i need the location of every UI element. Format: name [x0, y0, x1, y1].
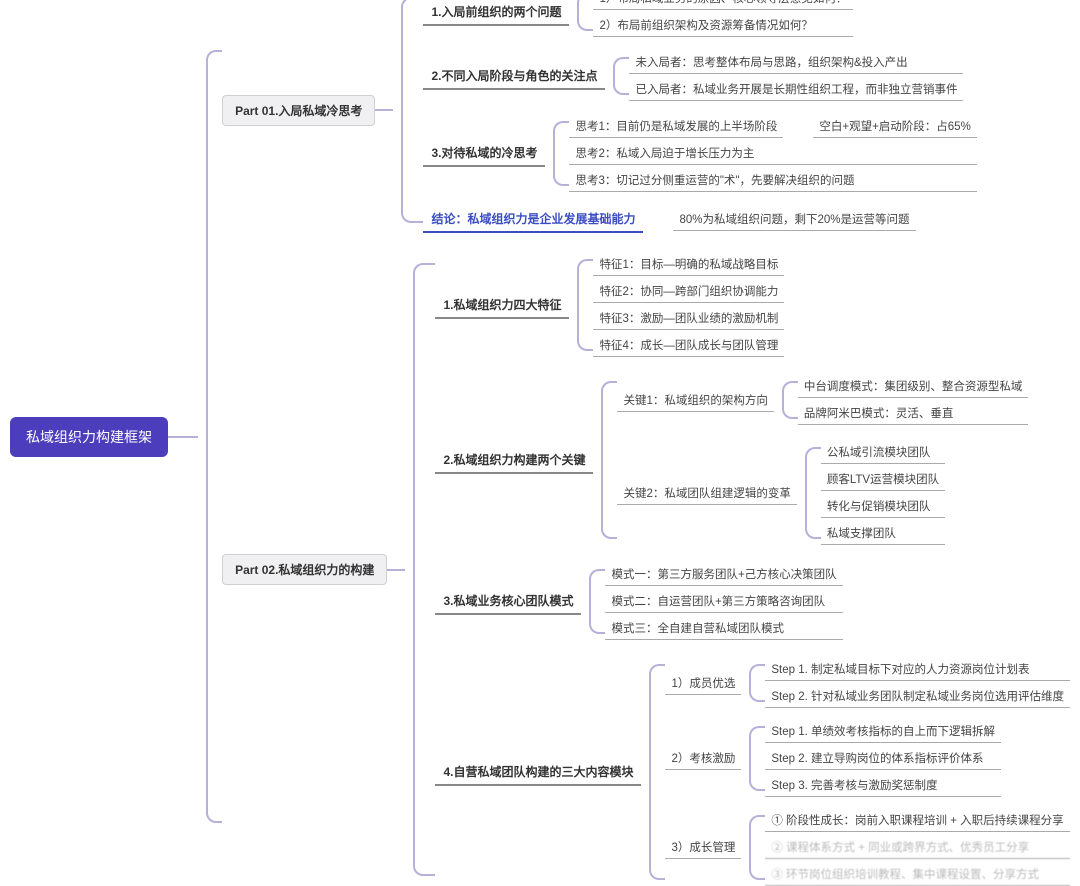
leaf: 特征1：目标—明确的私域战略目标	[593, 253, 784, 276]
leaf: ③ 环节岗位组织培训教程、集中课程设置、分享方式	[765, 863, 1069, 886]
p2s4m2-leaves: Step 1. 单绩效考核指标的自上而下逻辑拆解 Step 2. 建立导购岗位的…	[765, 720, 1001, 797]
p1s4-title: 结论：私域组织力是企业发展基础能力	[423, 206, 643, 233]
p1s2-title: 2.不同入局阶段与角色的关注点	[423, 63, 605, 90]
leaf: 特征4：成长—团队成长与团队管理	[593, 334, 784, 357]
leaf: Step 2. 针对私域业务团队制定私域业务岗位选用评估维度	[765, 685, 1070, 708]
leaf: 模式三：全自建自营私域团队模式	[605, 617, 842, 640]
parts-column: Part 01.入局私域冷思考 1.入局前组织的两个问题 1）布局私域业务的原因…	[222, 0, 1070, 886]
p1s3-title: 3.对待私域的冷思考	[423, 140, 545, 167]
p1s2-leaves: 未入局者：思考整体布局与思路，组织架构&投入产出 已入局者：私域业务开展是长期性…	[629, 51, 963, 101]
p2s1-row: 1.私域组织力四大特征 特征1：目标—明确的私域战略目标 特征2：协同—跨部门组…	[435, 253, 1070, 357]
p1-bracket	[401, 0, 423, 223]
p2s4-title: 4.自营私域团队构建的三大内容模块	[435, 759, 641, 786]
p2-sections: 1.私域组织力四大特征 特征1：目标—明确的私域战略目标 特征2：协同—跨部门组…	[435, 253, 1070, 886]
leaf: 思考3：切记过分侧重运营的"术"，先要解决组织的问题	[569, 169, 976, 192]
p1s3-row: 3.对待私域的冷思考 思考1：目前仍是私域发展的上半场阶段 空白+观望+启动阶段…	[423, 115, 976, 192]
part2-title: Part 02.私域组织力的构建	[222, 554, 387, 585]
p2s2-keys: 关键1：私域组织的架构方向 中台调度模式：集团级别、整合资源型私域 品牌阿米巴模…	[617, 375, 1028, 545]
p2s4-row: 4.自营私域团队构建的三大内容模块 1）成员优选 Step 1. 制定私域目标下…	[435, 658, 1070, 886]
leaf: 2）布局前组织架构及资源筹备情况如何？	[593, 14, 853, 37]
p2s4m2-row: 2）考核激励 Step 1. 单绩效考核指标的自上而下逻辑拆解 Step 2. …	[665, 720, 1070, 797]
root-connector	[168, 436, 198, 438]
part1-title: Part 01.入局私域冷思考	[222, 95, 375, 126]
leaf: 私域支撑团队	[821, 522, 945, 545]
leaf: Step 2. 建立导购岗位的体系指标评价体系	[765, 747, 1001, 770]
p2s2k2-leaves: 公私域引流模块团队 顾客LTV运营模块团队 转化与促销模块团队 私域支撑团队	[821, 441, 945, 545]
leaf: 已入局者：私域业务开展是长期性组织工程，而非独立营销事件	[629, 78, 963, 101]
leaf: 品牌阿米巴模式：灵活、垂直	[798, 402, 1029, 425]
p1s3-br	[553, 121, 569, 186]
root-node: 私域组织力构建框架	[10, 417, 168, 457]
p2s4m3-title: 3）成长管理	[665, 836, 741, 859]
leaf: 思考2：私域入局迫于增长压力为主	[569, 142, 976, 165]
leaf: 中台调度模式：集团级别、整合资源型私域	[798, 375, 1029, 398]
part2-row: Part 02.私域组织力的构建 1.私域组织力四大特征 特征1：目标—明确的私…	[222, 253, 1070, 886]
p2s2-title: 2.私域组织力构建两个关键	[435, 447, 593, 474]
leaf: 模式一：第三方服务团队+己方核心决策团队	[605, 563, 842, 586]
p2s3-br	[589, 569, 605, 634]
p2s4m3-row: 3）成长管理 ① 阶段性成长：岗前入职课程培训 + 入职后持续课程分享 ② 课程…	[665, 809, 1070, 886]
p2s1-br	[577, 259, 593, 351]
leaf: 特征3：激励—团队业绩的激励机制	[593, 307, 784, 330]
p2s4m1-leaves: Step 1. 制定私域目标下对应的人力资源岗位计划表 Step 2. 针对私域…	[765, 658, 1070, 708]
p2s2-br	[601, 381, 617, 539]
p2s4m2-br	[749, 726, 765, 791]
p2s4m2-title: 2）考核激励	[665, 747, 741, 770]
leaf: 思考1：目前仍是私域发展的上半场阶段	[569, 115, 783, 138]
p2s3-row: 3.私域业务核心团队模式 模式一：第三方服务团队+己方核心决策团队 模式二：自运…	[435, 563, 1070, 640]
p1s1-br	[577, 0, 593, 31]
leaf: ② 课程体系方式 + 同业或跨界方式、优秀员工分享	[765, 836, 1069, 859]
p1s3-leaves: 思考1：目前仍是私域发展的上半场阶段 空白+观望+启动阶段：占65% 思考2：私…	[569, 115, 976, 192]
leaf: Step 3. 完善考核与激励奖惩制度	[765, 774, 1001, 797]
root-bracket	[206, 50, 222, 823]
p2s4m1-title: 1）成员优选	[665, 672, 741, 695]
p2s2k2-title: 关键2：私域团队组建逻辑的变革	[617, 482, 796, 505]
leaf: 空白+观望+启动阶段：占65%	[813, 115, 976, 138]
leaf: 模式二：自运营团队+第三方策略咨询团队	[605, 590, 842, 613]
p2s1-title: 1.私域组织力四大特征	[435, 292, 569, 319]
p2s4-modules: 1）成员优选 Step 1. 制定私域目标下对应的人力资源岗位计划表 Step …	[665, 658, 1070, 886]
p2-conn	[387, 569, 405, 571]
p2s4-br	[649, 664, 665, 880]
p2s2k1-title: 关键1：私域组织的架构方向	[617, 389, 773, 412]
p1s3-l1-pair: 思考1：目前仍是私域发展的上半场阶段 空白+观望+启动阶段：占65%	[569, 115, 976, 138]
leaf: ① 阶段性成长：岗前入职课程培训 + 入职后持续课程分享	[765, 809, 1069, 832]
p2s1-leaves: 特征1：目标—明确的私域战略目标 特征2：协同—跨部门组织协调能力 特征3：激励…	[593, 253, 784, 357]
p2s2k1-leaves: 中台调度模式：集团级别、整合资源型私域 品牌阿米巴模式：灵活、垂直	[798, 375, 1029, 425]
leaf: 公私域引流模块团队	[821, 441, 945, 464]
p2s4m3-br	[749, 815, 765, 880]
p1s4-extra: 80%为私域组织问题，剩下20%是运营等问题	[673, 208, 915, 231]
p1s1-row: 1.入局前组织的两个问题 1）布局私域业务的原因、核心领导层意见如何？ 2）布局…	[423, 0, 976, 37]
p2s4m1-row: 1）成员优选 Step 1. 制定私域目标下对应的人力资源岗位计划表 Step …	[665, 658, 1070, 708]
p2s4m3-leaves: ① 阶段性成长：岗前入职课程培训 + 入职后持续课程分享 ② 课程体系方式 + …	[765, 809, 1069, 886]
p1-conn	[375, 109, 393, 111]
mindmap-root-container: 私域组织力构建框架 Part 01.入局私域冷思考 1.入局前组织的两个问题 1…	[10, 10, 1070, 863]
p1s2-br	[613, 57, 629, 95]
leaf: 特征2：协同—跨部门组织协调能力	[593, 280, 784, 303]
p2-bracket	[413, 263, 435, 876]
p2s4m1-br	[749, 664, 765, 702]
leaf: 1）布局私域业务的原因、核心领导层意见如何？	[593, 0, 853, 10]
p2s2k2-row: 关键2：私域团队组建逻辑的变革 公私域引流模块团队 顾客LTV运营模块团队 转化…	[617, 441, 1028, 545]
p1-sections: 1.入局前组织的两个问题 1）布局私域业务的原因、核心领导层意见如何？ 2）布局…	[423, 0, 976, 233]
p2s2k2-br	[805, 447, 821, 539]
p2s2-row: 2.私域组织力构建两个关键 关键1：私域组织的架构方向 中台调度模式：集团级别、…	[435, 375, 1070, 545]
leaf: 顾客LTV运营模块团队	[821, 468, 945, 491]
p1s2-row: 2.不同入局阶段与角色的关注点 未入局者：思考整体布局与思路，组织架构&投入产出…	[423, 51, 976, 101]
leaf: 转化与促销模块团队	[821, 495, 945, 518]
p2s2k1-br	[782, 381, 798, 419]
part1-row: Part 01.入局私域冷思考 1.入局前组织的两个问题 1）布局私域业务的原因…	[222, 0, 1070, 233]
p1s1-title: 1.入局前组织的两个问题	[423, 0, 569, 26]
leaf: Step 1. 单绩效考核指标的自上而下逻辑拆解	[765, 720, 1001, 743]
p2s2k1-row: 关键1：私域组织的架构方向 中台调度模式：集团级别、整合资源型私域 品牌阿米巴模…	[617, 375, 1028, 425]
leaf: 未入局者：思考整体布局与思路，组织架构&投入产出	[629, 51, 963, 74]
p2s3-title: 3.私域业务核心团队模式	[435, 588, 581, 615]
p1s1-leaves: 1）布局私域业务的原因、核心领导层意见如何？ 2）布局前组织架构及资源筹备情况如…	[593, 0, 853, 37]
p2s3-leaves: 模式一：第三方服务团队+己方核心决策团队 模式二：自运营团队+第三方策略咨询团队…	[605, 563, 842, 640]
leaf: Step 1. 制定私域目标下对应的人力资源岗位计划表	[765, 658, 1070, 681]
p1s4-row: 结论：私域组织力是企业发展基础能力 80%为私域组织问题，剩下20%是运营等问题	[423, 206, 976, 233]
